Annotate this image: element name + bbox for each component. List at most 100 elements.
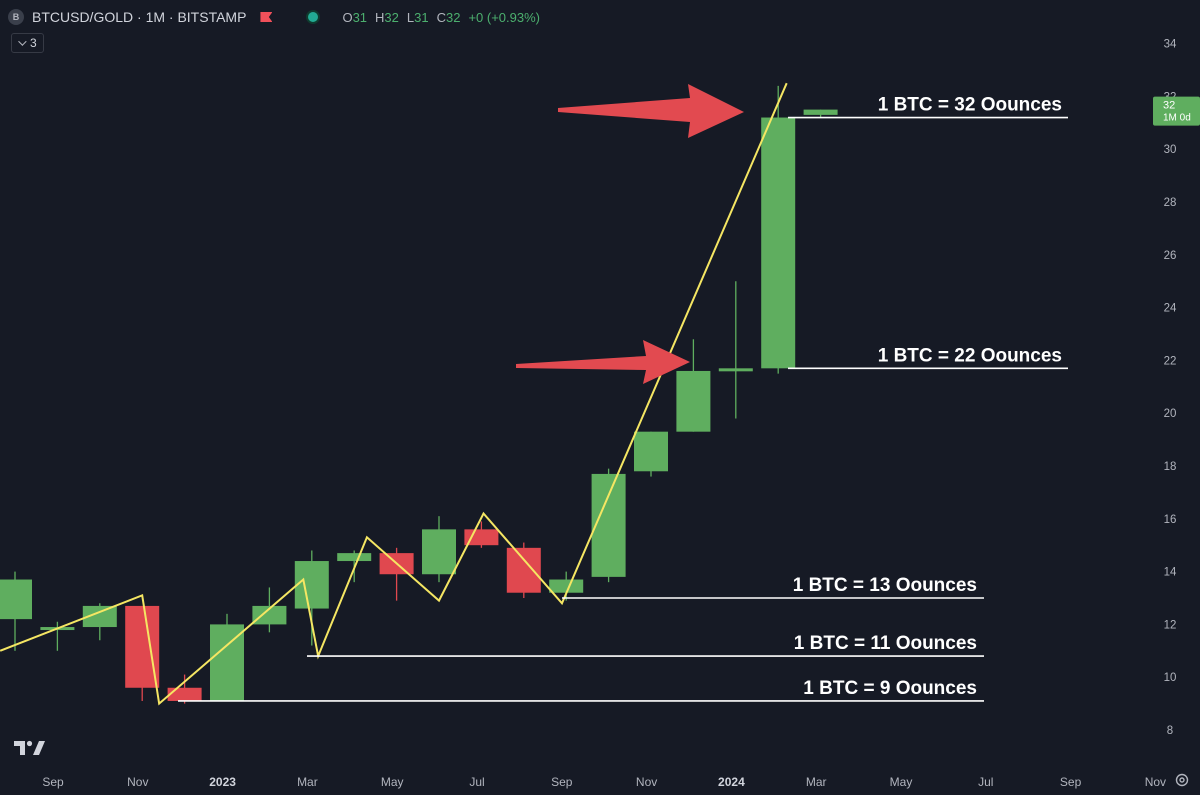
y-tick-label: 24 — [1164, 303, 1177, 315]
candle-body — [210, 624, 244, 701]
symbol-icon: B — [8, 9, 24, 25]
x-tick-label: Sep — [1060, 775, 1082, 789]
candle-body — [549, 579, 584, 593]
candle[interactable] — [549, 571, 584, 601]
candle-body — [0, 579, 32, 620]
x-tick-label: 2023 — [209, 775, 236, 789]
y-tick-label: 20 — [1164, 408, 1177, 420]
last-price-interval: 1M 0d — [1163, 113, 1191, 124]
time-axis: Sep Nov 2023 Mar May Jul Sep Nov 2024 Mar May Jul Se… — [42, 775, 1166, 789]
candle-body — [761, 117, 796, 369]
last-price-value: 32 — [1163, 100, 1175, 112]
market-status-icon — [306, 10, 321, 24]
ohlc-high-label: H — [375, 9, 385, 25]
candle[interactable] — [676, 339, 711, 432]
candle[interactable] — [506, 542, 541, 598]
tradingview-logo-icon[interactable] — [14, 738, 46, 756]
last-price-label: 32 1M 0d — [1153, 96, 1200, 126]
level-annotation[interactable]: 1 BTC = 22 Oounces — [788, 345, 1068, 370]
candles-layer — [0, 85, 838, 704]
x-tick-label: 2024 — [718, 775, 745, 789]
level-annotation[interactable]: 1 BTC = 32 Oounces — [788, 95, 1068, 119]
ohlc-readout: O31 H32 L31 C32 +0 (+0.93%) — [342, 10, 540, 25]
candle[interactable] — [125, 605, 160, 701]
y-tick-label: 14 — [1164, 567, 1177, 579]
level-label: 1 BTC = 22 Oounces — [878, 345, 1062, 366]
candle-body — [506, 547, 541, 593]
y-tick-label: 28 — [1164, 197, 1177, 209]
x-tick-label: Sep — [551, 775, 573, 789]
candle[interactable] — [0, 571, 32, 651]
indicators-count: 3 — [30, 36, 37, 50]
y-tick-label: 30 — [1164, 144, 1177, 156]
y-tick-label: 10 — [1164, 672, 1177, 684]
x-tick-label: Nov — [636, 775, 657, 789]
x-tick-label: Mar — [297, 775, 318, 789]
level-annotation[interactable]: 1 BTC = 13 Oounces — [562, 575, 984, 599]
x-tick-label: Nov — [127, 775, 148, 789]
level-label: 1 BTC = 32 Oounces — [878, 95, 1062, 116]
candle[interactable] — [40, 621, 75, 651]
candle-body — [422, 529, 456, 575]
x-tick-label: Jul — [978, 775, 993, 789]
ohlc-open-value: 31 — [352, 9, 368, 25]
candle[interactable] — [718, 281, 753, 419]
y-tick-label: 34 — [1164, 39, 1177, 51]
trendline[interactable] — [0, 82, 788, 706]
x-tick-label: Sep — [42, 775, 64, 789]
candle[interactable] — [294, 550, 329, 646]
y-tick-label: 22 — [1164, 355, 1177, 367]
y-tick-label: 18 — [1164, 461, 1177, 473]
x-tick-label: May — [890, 775, 913, 789]
candle[interactable] — [422, 516, 456, 583]
candle-body — [167, 687, 202, 701]
candle-body — [718, 368, 753, 372]
y-tick-label: 12 — [1164, 619, 1177, 631]
candle-body — [294, 561, 329, 609]
candle[interactable] — [634, 431, 668, 477]
candle[interactable] — [210, 613, 244, 701]
level-annotation[interactable]: 1 BTC = 9 Oounces — [178, 678, 984, 702]
ohlc-close-value: 32 — [445, 9, 461, 25]
ohlc-change: +0 (+0.93%) — [468, 9, 540, 25]
x-tick-label: May — [381, 775, 404, 789]
candle[interactable] — [761, 85, 796, 374]
y-tick-label: 26 — [1164, 250, 1177, 262]
arrows-layer — [516, 84, 744, 384]
candle[interactable] — [82, 603, 117, 641]
level-label: 1 BTC = 9 Oounces — [803, 678, 977, 699]
arrow-annotation[interactable] — [558, 84, 744, 138]
trendline-layer — [0, 82, 788, 706]
candle-body — [803, 109, 838, 115]
candle-body — [252, 605, 287, 625]
level-label: 1 BTC = 11 Oounces — [794, 633, 977, 654]
ohlc-low-label: L — [406, 9, 415, 25]
chart-header: B BTCUSD/GOLD · 1M · BITSTAMP O31 H32 L3… — [0, 0, 1153, 34]
symbol-title[interactable]: BTCUSD/GOLD · 1M · BITSTAMP — [32, 9, 247, 25]
y-tick-label: 8 — [1167, 725, 1173, 737]
candle-body — [591, 473, 626, 577]
candle[interactable] — [167, 674, 202, 704]
level-annotation[interactable]: 1 BTC = 11 Oounces — [307, 633, 984, 657]
ohlc-close-label: C — [436, 9, 446, 25]
x-tick-label: Nov — [1145, 775, 1166, 789]
candle[interactable] — [591, 468, 626, 583]
candle-body — [82, 605, 117, 628]
settings-gear-icon[interactable] — [1174, 772, 1190, 788]
ohlc-low-value: 31 — [414, 9, 429, 25]
levels-layer: 1 BTC = 32 Oounces 1 BTC = 22 Oounces 1 BT… — [178, 95, 1068, 702]
y-tick-label: 16 — [1164, 514, 1177, 526]
indicators-collapse-button[interactable]: 3 — [11, 33, 44, 53]
price-axis: 8 10 12 14 16 18 20 22 24 26 28 30 32 34 — [1164, 39, 1177, 737]
last-price-badge — [1153, 96, 1200, 126]
arrow-annotation[interactable] — [516, 340, 690, 384]
ohlc-high-value: 32 — [384, 9, 399, 25]
flag-icon[interactable] — [260, 12, 273, 22]
ohlc-open-label: O — [342, 9, 353, 25]
level-label: 1 BTC = 13 Oounces — [793, 575, 977, 596]
candle-body — [634, 431, 668, 472]
candle[interactable] — [803, 109, 838, 118]
x-tick-label: Mar — [806, 775, 827, 789]
candle-body — [337, 553, 372, 562]
